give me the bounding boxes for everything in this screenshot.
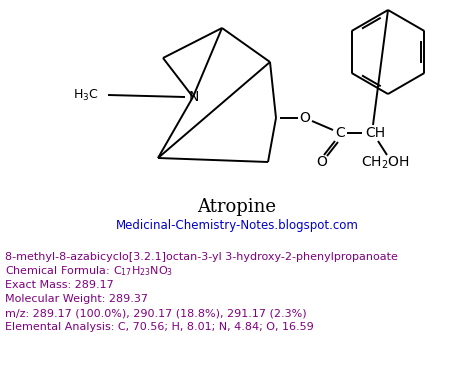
Text: Molecular Weight: 289.37: Molecular Weight: 289.37 [5, 294, 148, 304]
Text: Atropine: Atropine [198, 198, 276, 216]
Text: 8-methyl-8-azabicyclo[3.2.1]octan-3-yl 3-hydroxy-2-phenylpropanoate: 8-methyl-8-azabicyclo[3.2.1]octan-3-yl 3… [5, 252, 398, 262]
Text: CH: CH [365, 126, 385, 140]
Text: O: O [317, 155, 328, 169]
Text: N: N [189, 90, 199, 104]
Text: C: C [335, 126, 345, 140]
Text: H$_3$C: H$_3$C [73, 87, 99, 102]
Text: CH$_2$OH: CH$_2$OH [361, 155, 410, 171]
Text: Exact Mass: 289.17: Exact Mass: 289.17 [5, 280, 114, 290]
Text: Chemical Formula: C$_{17}$H$_{23}$NO$_3$: Chemical Formula: C$_{17}$H$_{23}$NO$_3$ [5, 264, 173, 278]
Text: Elemental Analysis: C, 70.56; H, 8.01; N, 4.84; O, 16.59: Elemental Analysis: C, 70.56; H, 8.01; N… [5, 322, 314, 332]
Text: m/z: 289.17 (100.0%), 290.17 (18.8%), 291.17 (2.3%): m/z: 289.17 (100.0%), 290.17 (18.8%), 29… [5, 308, 307, 318]
Text: Medicinal-Chemistry-Notes.blogspot.com: Medicinal-Chemistry-Notes.blogspot.com [116, 219, 358, 231]
Text: O: O [300, 111, 310, 125]
